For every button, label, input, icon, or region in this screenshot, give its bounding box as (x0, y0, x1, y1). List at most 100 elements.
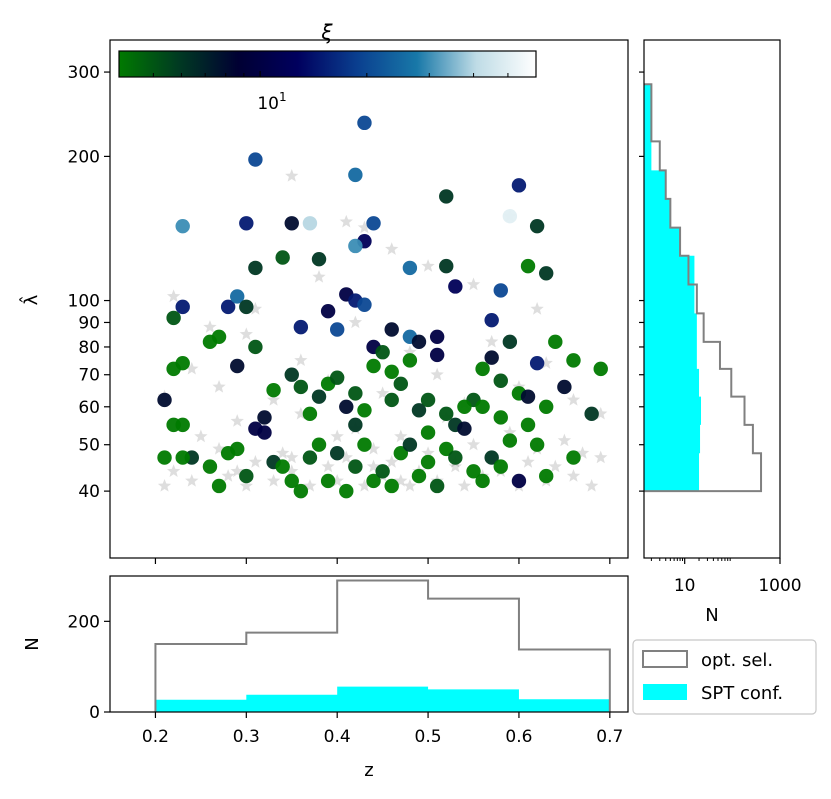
spt-conf-circle (302, 216, 318, 231)
spt-conf-circle (484, 350, 499, 365)
opt-sel-star (421, 446, 435, 459)
spt-conf-circle (311, 437, 327, 452)
spt-conf-circle (429, 347, 445, 363)
opt-sel-star (185, 361, 199, 375)
bottom-x-tick-label: 0.4 (324, 727, 351, 747)
spt-conf-circle (520, 389, 536, 404)
legend-swatch-spt-conf (643, 684, 687, 700)
opt-sel-star (503, 425, 517, 439)
spt-conf-circle-markers (157, 115, 608, 499)
spt-conf-circle (175, 218, 190, 234)
opt-sel-star (403, 478, 417, 492)
spt-conf-circle (166, 310, 181, 326)
opt-sel-star (303, 478, 317, 492)
spt-conf-circle (457, 399, 472, 414)
right-x-tick-label: 10 (674, 576, 696, 596)
spt-conf-circle (402, 260, 418, 276)
spt-conf-circle (293, 319, 309, 335)
spt-conf-circle (429, 329, 445, 345)
spt-conf-circle (520, 417, 536, 433)
spt-conf-circle (357, 403, 372, 418)
bottom-x-tick-label: 0.2 (142, 727, 169, 747)
spt-conf-circle (375, 345, 390, 360)
spt-conf-circle (439, 258, 454, 274)
opt-sel-star (466, 437, 481, 451)
spt-conf-circle (157, 450, 172, 465)
spt-conf-circle (157, 392, 172, 408)
spt-conf-circle (439, 406, 454, 422)
colorbar-label: ξ (320, 20, 333, 44)
spt-conf-circle (329, 322, 345, 337)
main-y-axis-label: λ̂ (19, 294, 42, 305)
spt-conf-circle (411, 403, 427, 418)
spt-conf-circle (393, 445, 409, 461)
opt-sel-star (421, 259, 435, 272)
spt-conf-circle (311, 251, 327, 267)
opt-sel-star (448, 459, 462, 473)
main-y-tick-label: 90 (78, 313, 100, 333)
spt-conf-circle (311, 389, 327, 404)
spt-conf-circle (175, 355, 190, 371)
spt-conf-circle (502, 209, 518, 224)
spt-conf-circle (284, 367, 299, 382)
spt-conf-circle (448, 279, 463, 294)
right-x-axis-label: N (705, 605, 718, 626)
bottom-x-tick-label: 0.5 (415, 727, 442, 747)
spt-conf-circle (339, 483, 354, 499)
spt-conf-circle (220, 299, 236, 315)
bottom-y-axis-label: N (22, 637, 43, 650)
opt-sel-star (266, 392, 281, 406)
spt-conf-circle (584, 406, 599, 422)
spt-conf-circle (439, 441, 454, 457)
spt-conf-circle (420, 425, 436, 440)
bottom-axes-frame (109, 575, 629, 713)
spt-conf-circle (448, 450, 463, 465)
opt-sel-star (230, 414, 244, 427)
spt-conf-circle (393, 376, 409, 392)
spt-conf-circle (320, 473, 336, 489)
spt-conf-circle (420, 392, 436, 408)
opt-sel-star (276, 446, 290, 459)
legend: opt. sel. SPT conf. (632, 639, 817, 715)
opt-sel-star (266, 473, 281, 487)
bottom-x-tick-label: 0.7 (596, 727, 623, 747)
spt-conf-circle (539, 266, 554, 281)
opt-sel-star (339, 450, 353, 464)
bottom-x-tick-label: 0.3 (233, 727, 260, 747)
opt-sel-star (285, 464, 299, 477)
spt-conf-circle (384, 392, 399, 408)
spt-conf-circle (502, 334, 518, 350)
opt-sel-star (385, 242, 399, 255)
opt-sel-star (339, 214, 353, 228)
spt-conf-circle (230, 441, 245, 457)
spt-conf-circle (484, 312, 499, 328)
opt-sel-star (294, 406, 308, 420)
opt-sel-star (239, 478, 253, 492)
opt-sel-star (566, 469, 581, 482)
bottom-x-ticks: 0.2 0.3 0.4 0.5 0.6 0.7 (142, 712, 623, 747)
opt-sel-star (566, 392, 581, 406)
opt-sel-star (294, 353, 308, 367)
spt-conf-circle (275, 459, 290, 474)
opt-sel-star (285, 450, 299, 464)
spt-conf-circle (566, 450, 581, 465)
spt-conf-circle (357, 297, 372, 312)
spt-conf-circle (248, 152, 263, 167)
right-x-ticks: 10 1000 (650, 558, 802, 596)
opt-sel-star (357, 478, 372, 492)
spt-conf-circle (493, 459, 508, 474)
opt-sel-star (457, 478, 472, 492)
opt-sel-star (385, 455, 399, 468)
spt-conf-circle (439, 189, 454, 204)
opt-sel-star (330, 429, 344, 443)
spt-conf-circle (457, 421, 472, 436)
opt-sel-star (212, 379, 226, 393)
right-hist-opt-sel-step (644, 83, 763, 493)
spt-conf-circle (493, 410, 508, 425)
opt-sel-star (594, 406, 608, 420)
opt-sel-star (185, 473, 199, 487)
spt-conf-circle (329, 370, 345, 385)
spt-conf-circle (284, 216, 299, 231)
opt-sel-star (521, 455, 535, 468)
